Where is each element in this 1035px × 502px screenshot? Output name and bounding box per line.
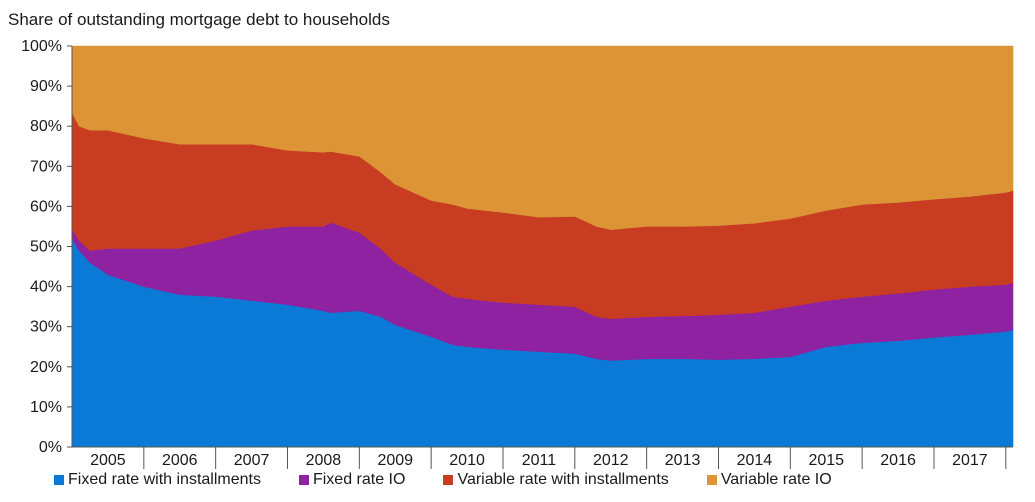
- x-tick-label: 2011: [522, 452, 557, 469]
- y-tick-label: 0%: [39, 439, 62, 456]
- x-tick-label: 2012: [593, 452, 629, 469]
- x-tick-label: 2009: [377, 452, 413, 469]
- legend-label: Fixed rate IO: [312, 471, 406, 488]
- y-tick-label: 20%: [30, 359, 62, 376]
- y-tick-label: 80%: [30, 118, 62, 135]
- x-tick-label: 2017: [952, 452, 988, 469]
- y-tick-label: 50%: [30, 239, 62, 256]
- legend-swatch: [298, 475, 309, 485]
- legend-label: Fixed rate with installments: [68, 471, 261, 488]
- legend-item: Fixed rate IO: [298, 471, 406, 489]
- x-tick-label: 2006: [162, 452, 198, 469]
- legend-item: Variable rate IO: [706, 471, 832, 489]
- y-tick-label: 60%: [30, 198, 62, 215]
- x-tick-label: 2008: [306, 452, 342, 469]
- legend-label: Variable rate with installments: [457, 471, 669, 488]
- area-series-4: [71, 45, 1014, 231]
- y-tick-label: 90%: [30, 78, 62, 95]
- x-tick-label: 2013: [665, 452, 701, 469]
- legend-swatch: [443, 475, 454, 485]
- x-tick-label: 2015: [808, 452, 844, 469]
- legend-swatch: [54, 475, 64, 485]
- legend-label: Variable rate IO: [720, 471, 832, 488]
- x-tick-label: 2016: [880, 452, 916, 469]
- y-tick-label: 100%: [21, 38, 62, 55]
- x-tick-label: 2014: [737, 452, 773, 469]
- legend-item: Fixed rate with installments: [54, 471, 261, 489]
- legend-swatch: [706, 475, 717, 485]
- y-tick-label: 10%: [30, 399, 62, 416]
- x-tick-label: 2010: [449, 452, 485, 469]
- y-tick-label: 40%: [30, 279, 62, 296]
- y-axis-title: Share of outstanding mortgage debt to ho…: [8, 10, 390, 29]
- y-tick-label: 30%: [30, 319, 62, 336]
- y-tick-label: 70%: [30, 158, 62, 175]
- x-tick-label: 2005: [90, 452, 126, 469]
- x-tick-label: 2007: [234, 452, 270, 469]
- legend: Fixed rate with installments Fixed rate I…: [54, 471, 832, 489]
- legend-item: Variable rate with installments: [443, 471, 669, 489]
